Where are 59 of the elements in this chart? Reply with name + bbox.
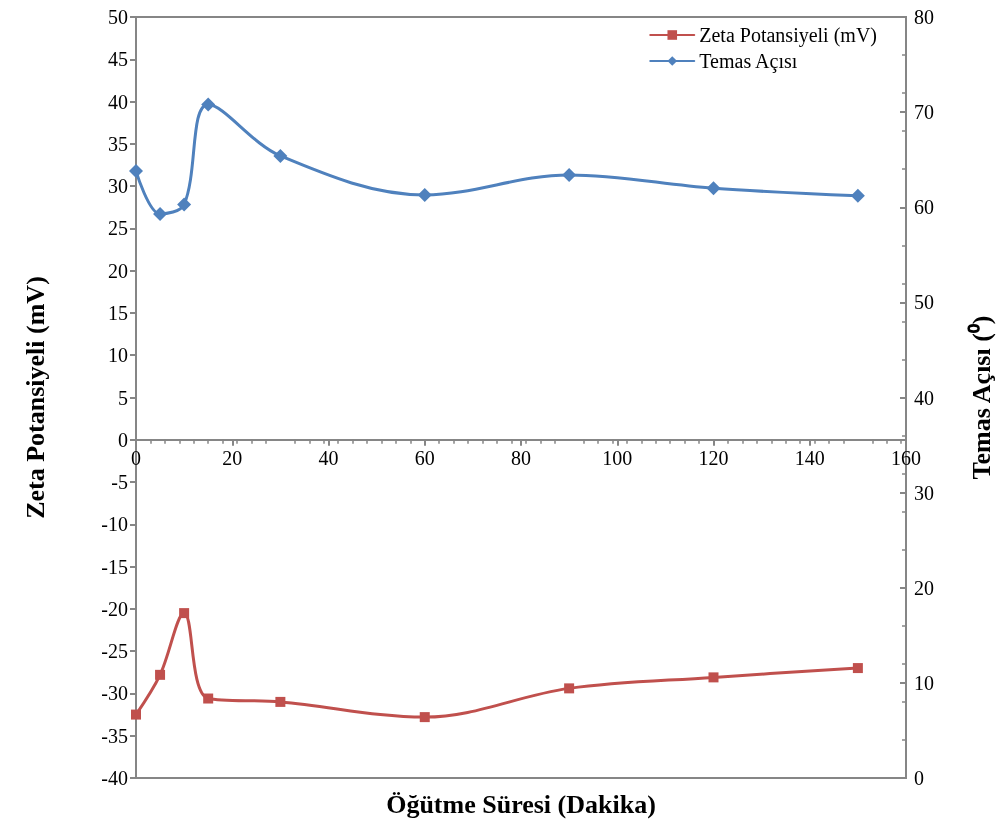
point xyxy=(708,672,719,683)
point xyxy=(179,608,190,619)
y-tick-label: 40 xyxy=(108,90,128,113)
point xyxy=(275,696,286,707)
point xyxy=(417,187,432,202)
y-tick-label: 5 xyxy=(118,386,128,409)
point xyxy=(153,206,168,221)
x-tick-label: 20 xyxy=(222,446,243,469)
y-tick-label: 45 xyxy=(108,48,128,71)
point xyxy=(850,188,865,203)
y-tick-label: 30 xyxy=(108,175,128,198)
y-tick-label: -5 xyxy=(111,471,128,494)
y-tick-label: 35 xyxy=(108,132,128,155)
y2-tick-label: 10 xyxy=(914,671,934,694)
y-tick-label: 10 xyxy=(108,344,128,367)
point xyxy=(852,663,863,674)
y-tick-label: -15 xyxy=(101,555,128,578)
x-tick-label: 120 xyxy=(698,446,729,469)
y2-tick-label: 0 xyxy=(914,767,924,789)
point xyxy=(177,197,192,212)
point xyxy=(419,712,430,723)
y-tick-label: -25 xyxy=(101,640,128,663)
x-axis-title: Öğütme Süresi (Dakika) xyxy=(385,790,657,820)
point xyxy=(129,164,143,179)
point xyxy=(203,693,214,704)
y-tick-label: -30 xyxy=(101,682,128,705)
point xyxy=(155,669,166,680)
x-tick-label: 80 xyxy=(511,446,531,469)
y-tick-label: -40 xyxy=(101,767,128,789)
x-tick-label: 140 xyxy=(794,446,825,469)
y-tick-label: -35 xyxy=(101,724,128,747)
x-tick-label: 40 xyxy=(318,446,339,469)
x-tick-label: 100 xyxy=(602,446,633,469)
y2-tick-label: 80 xyxy=(914,6,934,28)
y2-tick-label: 20 xyxy=(914,576,934,599)
y-tick-label: -10 xyxy=(101,513,128,536)
y2-axis-title: Temas Açısı (⁰) xyxy=(966,315,996,480)
x-tick-label: 60 xyxy=(414,446,435,469)
y2-tick-label: 40 xyxy=(914,386,934,409)
y-axis-title: Zeta Potansiyeli (mV) xyxy=(20,276,50,519)
y2-tick-label: 30 xyxy=(914,481,934,504)
y-tick-label: 15 xyxy=(108,301,128,324)
y2-tick-label: 50 xyxy=(914,291,934,314)
y-tick-label: 25 xyxy=(108,217,128,240)
point xyxy=(273,148,288,163)
legend-label: Zeta Potansiyeli (mV) xyxy=(699,24,877,47)
y-tick-label: 50 xyxy=(108,6,128,28)
point xyxy=(131,709,141,720)
x-tick-label: 160 xyxy=(891,446,921,469)
point xyxy=(706,181,721,196)
y-tick-label: 20 xyxy=(108,259,128,282)
y2-tick-label: 70 xyxy=(914,101,934,124)
legend-label: Temas Açısı xyxy=(699,50,798,73)
y2-tick-label: 60 xyxy=(914,196,934,219)
y-tick-label: -20 xyxy=(101,597,128,620)
y-tick-label: 0 xyxy=(118,428,128,451)
point xyxy=(562,167,577,182)
point xyxy=(201,97,216,112)
point xyxy=(564,683,575,694)
